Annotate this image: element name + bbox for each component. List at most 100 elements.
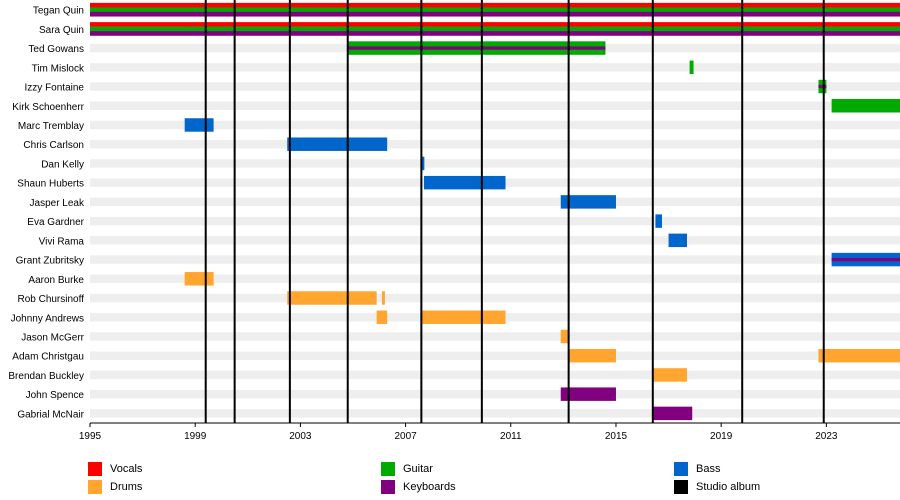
bar-tegan-quin-0-guitar [90, 7, 900, 13]
row-band-aaron-burke [90, 274, 900, 284]
bar-jasper-leak-10 [560, 195, 616, 209]
bar-gabrial-mcnair-24-keyboards [652, 406, 693, 421]
bar-sara-quin-1 [90, 22, 900, 36]
bar-brendan-buckley-22 [652, 368, 687, 382]
bar-aaron-burke-14-drums [184, 272, 214, 286]
bar-tim-mislock-3 [689, 60, 694, 75]
row-band-gabrial-mcnair [90, 409, 900, 418]
x-tick-label-1995: 1995 [79, 431, 102, 442]
bar-jason-mcgerr-19 [560, 329, 569, 344]
x-tick-label-2023: 2023 [815, 431, 838, 442]
member-label-sara-quin: Sara Quin [39, 25, 84, 36]
bar-sara-quin-1-vocals [90, 22, 900, 27]
bar-jason-mcgerr-19-drums [560, 329, 569, 344]
bar-ted-gowans-2 [347, 41, 606, 55]
bar-grant-zubritsky-13-keyboards [831, 257, 900, 262]
member-bars [90, 2, 900, 421]
row-band-grant-zubritsky [90, 255, 900, 264]
row-band-adam-christgau [90, 351, 900, 360]
member-label-aaron-burke: Aaron Burke [28, 275, 84, 286]
bar-adam-christgau-20 [568, 348, 616, 363]
bar-chris-carlson-7 [287, 137, 388, 151]
member-label-grant-zubritsky: Grant Zubritsky [16, 256, 84, 267]
bar-aaron-burke-14 [184, 272, 214, 286]
member-label-marc-tremblay: Marc Tremblay [18, 121, 84, 132]
member-label-adam-christgau: Adam Christgau [12, 352, 84, 363]
bar-sara-quin-1-guitar [90, 26, 900, 32]
row-band-eva-gardner [90, 216, 900, 226]
member-label-chris-carlson: Chris Carlson [23, 140, 84, 151]
bar-tim-mislock-3-guitar [689, 60, 694, 75]
bar-brendan-buckley-22-drums [652, 368, 687, 382]
bar-adam-christgau-21 [818, 348, 900, 363]
member-label-shaun-huberts: Shaun Huberts [17, 179, 84, 190]
row-band-jasper-leak [90, 197, 900, 207]
row-backgrounds [90, 5, 900, 418]
row-band-izzy-fontaine [90, 82, 900, 91]
row-band-vivi-rama [90, 236, 900, 245]
bar-john-spence-23 [560, 387, 616, 401]
member-label-rob-chursinoff: Rob Chursinoff [17, 294, 84, 305]
x-tick-label-2007: 2007 [394, 431, 417, 442]
bar-john-spence-23-keyboards [560, 387, 616, 401]
bar-eva-gardner-11 [655, 214, 662, 228]
bar-grant-zubritsky-13 [831, 252, 900, 267]
member-label-john-spence: John Spence [26, 390, 85, 401]
bar-ted-gowans-2-keyboards [347, 46, 606, 50]
x-tick-label-2015: 2015 [605, 431, 628, 442]
bar-shaun-huberts-9 [423, 175, 506, 190]
row-band-marc-tremblay [90, 120, 900, 130]
bar-jasper-leak-10-bass [560, 195, 616, 209]
member-labels: Tegan Quin Sara Quin Ted Gowans Tim Mislock… [8, 6, 85, 421]
bar-gabrial-mcnair-24 [652, 406, 693, 421]
row-band-chris-carlson [90, 139, 900, 149]
member-label-jason-mcgerr: Jason McGerr [21, 332, 84, 343]
bar-adam-christgau-20-drums [568, 348, 616, 363]
member-label-kirk-schoenherr: Kirk Schoenherr [12, 102, 84, 113]
bar-tegan-quin-0-vocals [90, 2, 900, 8]
bar-johnny-andrews-17-drums [376, 310, 388, 324]
bar-chris-carlson-7-bass [287, 137, 388, 151]
bar-johnny-andrews-18-drums [421, 310, 506, 324]
bar-tegan-quin-0 [90, 2, 900, 17]
bar-dan-kelly-8 [421, 156, 425, 171]
bar-kirk-schoenherr-5-guitar [831, 99, 900, 113]
row-band-john-spence [90, 389, 900, 399]
member-label-ted-gowans: Ted Gowans [28, 44, 84, 55]
member-label-vivi-rama: Vivi Rama [39, 236, 85, 247]
x-tick-label-2011: 2011 [500, 431, 522, 442]
bar-marc-tremblay-6-bass [184, 118, 214, 132]
bar-vivi-rama-12 [668, 233, 687, 248]
bar-izzy-fontaine-4 [818, 79, 827, 94]
bar-sara-quin-1-keyboards [90, 31, 900, 36]
bar-dan-kelly-8-bass [421, 156, 425, 171]
bar-rob-chursinoff-15-drums [287, 291, 377, 305]
x-tick-label-1999: 1999 [184, 431, 207, 442]
bar-vivi-rama-12-bass [668, 233, 687, 248]
x-tick-label-2003: 2003 [289, 431, 312, 442]
member-label-brendan-buckley: Brendan Buckley [8, 371, 84, 382]
bar-johnny-andrews-18 [421, 310, 506, 324]
row-band-jason-mcgerr [90, 332, 900, 341]
row-band-tim-mislock [90, 63, 900, 72]
member-label-izzy-fontaine: Izzy Fontaine [25, 83, 85, 94]
member-label-tegan-quin: Tegan Quin [33, 6, 84, 17]
member-label-dan-kelly: Dan Kelly [41, 159, 84, 170]
bar-tegan-quin-0-keyboards [90, 11, 900, 17]
bar-johnny-andrews-17 [376, 310, 388, 324]
member-label-johnny-andrews: Johnny Andrews [11, 313, 84, 324]
bar-eva-gardner-11-bass [655, 214, 662, 228]
row-band-dan-kelly [90, 159, 900, 168]
member-label-jasper-leak: Jasper Leak [30, 198, 85, 209]
studio-album-lines [204, 0, 825, 423]
member-label-eva-gardner: Eva Gardner [27, 217, 84, 228]
bar-rob-chursinoff-15 [287, 291, 377, 305]
member-label-gabrial-mcnair: Gabrial McNair [17, 409, 84, 420]
bar-izzy-fontaine-4-keyboards [818, 84, 827, 89]
bar-adam-christgau-21-drums [818, 348, 900, 363]
member-label-tim-mislock: Tim Mislock [32, 63, 85, 74]
bar-marc-tremblay-6 [184, 118, 214, 132]
row-band-kirk-schoenherr [90, 101, 900, 110]
row-band-rob-chursinoff [90, 293, 900, 303]
